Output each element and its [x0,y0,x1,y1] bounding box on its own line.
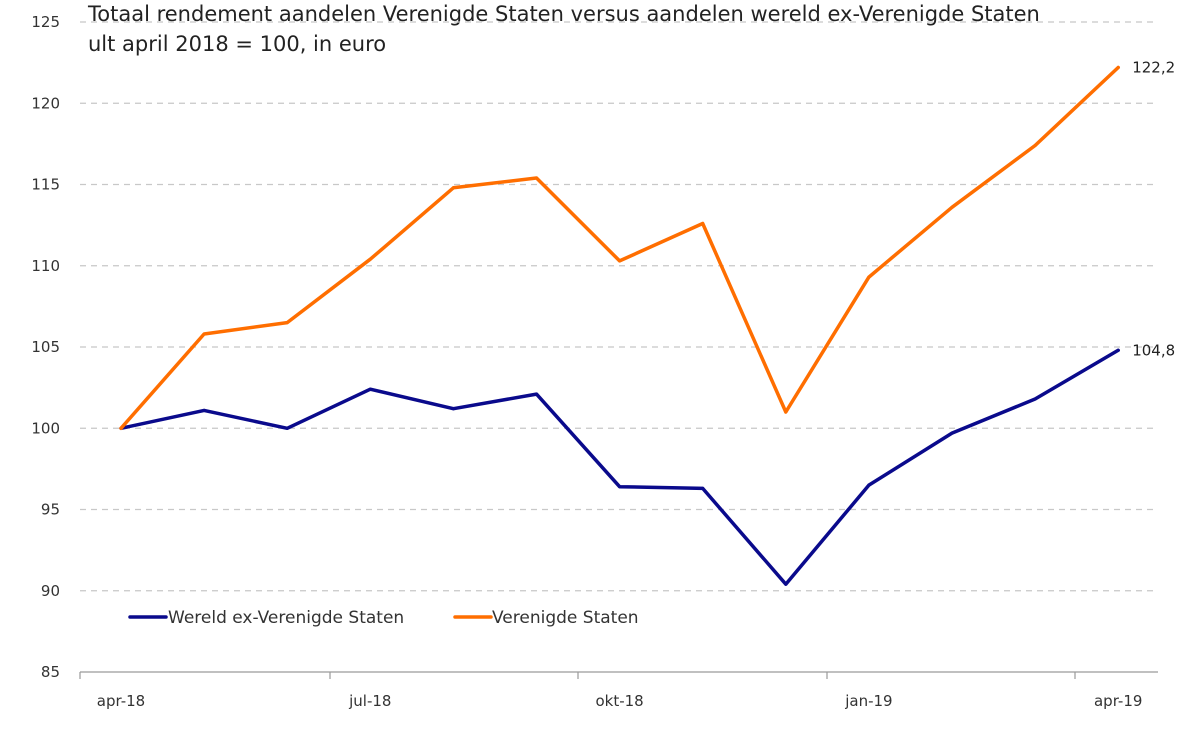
data-point [867,483,871,487]
y-tick-label: 85 [41,663,60,681]
legend-label: Wereld ex-Verenigde Staten [168,608,404,628]
y-tick-label: 100 [31,419,60,437]
y-tick-label: 105 [31,338,60,356]
chart-subtitle: ult april 2018 = 100, in euro [88,32,387,56]
data-point [535,176,538,180]
y-tick-label: 95 [41,501,60,519]
x-tick-label: jul-18 [348,692,391,710]
series-line-wereld-ex-vs [119,348,1120,586]
data-point [1033,144,1037,147]
data-point [784,410,788,414]
data-point [451,407,455,411]
y-tick-label: 90 [41,582,60,600]
data-point [618,259,622,263]
data-point [119,426,123,430]
data-point [285,426,289,430]
data-point [202,408,206,412]
data-point [535,392,538,396]
data-point [701,486,705,490]
data-point [1116,348,1120,352]
end-value-label: 122,2 [1132,59,1175,77]
data-point [950,431,954,435]
data-point [368,387,372,391]
data-point [701,222,705,225]
data-point [1033,397,1037,401]
data-point [784,582,788,586]
x-tick-label: apr-19 [1094,692,1142,710]
data-point [867,275,871,279]
data-point [618,485,622,489]
legend-label: Verenigde Staten [492,608,639,628]
y-tick-label: 115 [31,176,60,194]
x-tick-label: okt-18 [595,692,643,710]
data-point [202,332,206,336]
x-tick-label: jan-19 [844,692,892,710]
end-value-label: 104,8 [1132,341,1175,359]
data-point [285,321,289,325]
data-point [1116,66,1120,69]
data-point [368,257,372,261]
data-point [950,205,954,209]
data-point [451,186,455,190]
series-line-verenigde-staten [119,65,1120,431]
y-tick-label: 120 [31,94,60,112]
y-tick-label: 125 [31,13,60,31]
y-tick-label: 110 [31,257,60,275]
x-tick-label: apr-18 [97,692,145,710]
